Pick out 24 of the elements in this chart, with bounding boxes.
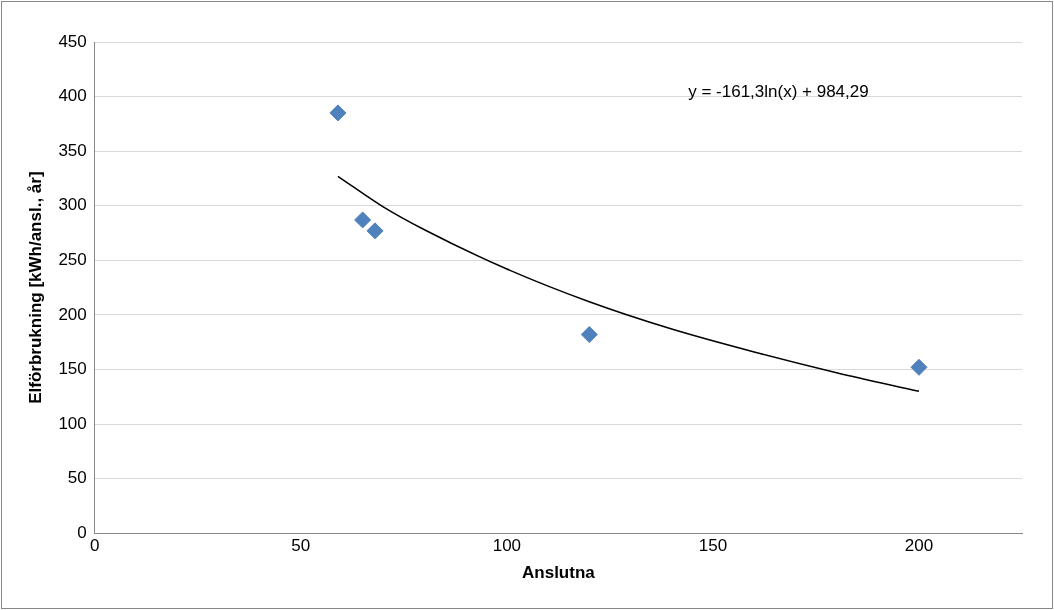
point xyxy=(329,104,347,122)
y-tick-label: 150 xyxy=(58,359,87,379)
point xyxy=(910,358,928,376)
y-axis-title: Elförbrukning [kWh/ansl., år] xyxy=(25,171,45,404)
y-tick-label: 300 xyxy=(58,195,87,215)
y-tick-label: 450 xyxy=(58,31,87,51)
y-tick-label: 200 xyxy=(58,304,87,324)
line-series xyxy=(337,175,920,393)
y-tick-label: 0 xyxy=(77,522,87,542)
x-tick-label: 200 xyxy=(904,536,934,556)
x-axis-title: Anslutna xyxy=(522,563,596,583)
x-tick-label: 100 xyxy=(492,536,522,556)
x-tick-label: 150 xyxy=(698,536,728,556)
x-tick-label: 0 xyxy=(90,536,100,556)
point xyxy=(580,326,598,344)
point xyxy=(366,222,384,240)
point xyxy=(354,211,372,229)
annotation: y = -161,3ln(x) + 984,29 xyxy=(688,82,869,101)
y-tick-label: 350 xyxy=(58,140,87,160)
x-tick-label: 50 xyxy=(291,536,311,556)
y-tick-label: 400 xyxy=(58,86,87,106)
y-tick-label: 250 xyxy=(58,250,87,269)
y-tick-label: 50 xyxy=(67,468,87,488)
y-tick-label: 100 xyxy=(58,413,87,433)
